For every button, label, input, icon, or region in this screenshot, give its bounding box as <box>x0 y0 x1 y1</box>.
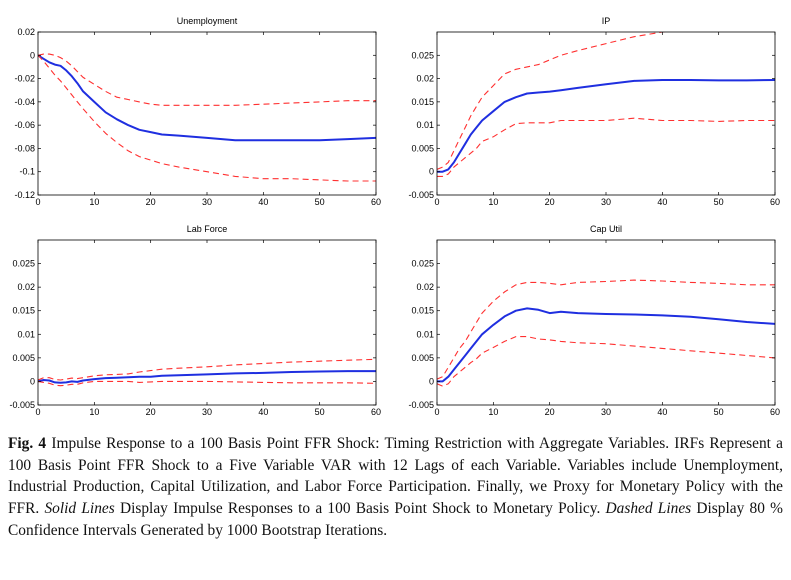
confidence-dashed-line <box>437 279 775 380</box>
x-tick-label: 10 <box>488 407 498 417</box>
x-tick-label: 50 <box>315 197 325 207</box>
x-tick-label: 10 <box>89 407 99 417</box>
figure: Unemployment 0 10 20 30 40 50 60 -0.12 -0.1 -0.08 -… <box>9 16 780 417</box>
x-tick-label: 50 <box>315 407 325 417</box>
confidence-dashed-line <box>38 358 376 381</box>
confidence-dashed-line <box>38 54 376 182</box>
y-tick-label: -0.005 <box>9 400 35 410</box>
y-tick-label: 0.005 <box>411 353 434 363</box>
y-tick-label: -0.08 <box>14 143 35 153</box>
x-tick-label: 20 <box>146 197 156 207</box>
x-tick-label: 20 <box>146 407 156 417</box>
y-tick-label: -0.06 <box>14 120 35 130</box>
x-tick-label: 20 <box>545 407 555 417</box>
irf-solid-line <box>38 54 376 142</box>
y-tick-label: -0.005 <box>408 190 434 200</box>
confidence-dashed-line <box>437 117 775 177</box>
x-tick-label: 60 <box>371 407 381 417</box>
y-tick-label: 0.015 <box>12 306 35 316</box>
panel-unemployment: Unemployment 0 10 20 30 40 50 60 -0.12 -0.1 -0.08 -… <box>14 16 381 207</box>
y-tick-label: 0.02 <box>416 282 434 292</box>
caption-solid-lines: Solid Lines <box>44 500 115 518</box>
y-tick-label: 0.01 <box>416 120 434 130</box>
y-tick-label: -0.04 <box>14 97 35 107</box>
irf-solid-line <box>38 370 376 384</box>
panel-title: Cap Util <box>590 224 622 234</box>
panel-ip: IP0 10 20 30 40 50 60-0.00500.0050.010.0150.02… <box>408 16 780 207</box>
irf-solid-line <box>437 307 775 383</box>
y-tick-label: -0.02 <box>14 74 35 84</box>
y-tick-label: 0.005 <box>12 353 35 363</box>
x-tick-label: 40 <box>258 197 268 207</box>
confidence-dashed-line <box>38 53 376 106</box>
figure-caption: Fig. 4 Impulse Response to a 100 Basis P… <box>8 433 783 542</box>
x-tick-label: 10 <box>89 197 99 207</box>
y-tick-label: 0.025 <box>12 259 35 269</box>
panel-title: IP <box>602 16 611 26</box>
x-tick-label: 40 <box>657 197 667 207</box>
x-tick-label: 0 <box>434 197 439 207</box>
x-tick-label: 40 <box>258 407 268 417</box>
y-tick-label: 0 <box>30 376 35 386</box>
plot-frame <box>436 31 776 196</box>
x-tick-label: 30 <box>601 407 611 417</box>
panel-title: Unemployment <box>177 16 238 26</box>
plot-frame <box>37 31 377 196</box>
panel-title: Lab Force <box>187 224 228 234</box>
y-tick-label: 0.025 <box>411 259 434 269</box>
irf-solid-line <box>437 79 775 173</box>
x-tick-label: 20 <box>545 197 555 207</box>
confidence-dashed-line <box>437 32 670 170</box>
y-tick-label: 0.025 <box>411 50 434 60</box>
x-tick-label: 50 <box>714 197 724 207</box>
caption-text-3: Display 80 % Confidence Intervals Genera… <box>8 500 783 539</box>
x-tick-label: 50 <box>714 407 724 417</box>
x-tick-label: 10 <box>488 197 498 207</box>
y-tick-label: 0.02 <box>416 74 434 84</box>
y-tick-label: 0.02 <box>17 27 35 37</box>
y-tick-label: -0.005 <box>408 400 434 410</box>
y-tick-label: 0.02 <box>17 282 35 292</box>
x-tick-label: 30 <box>202 197 212 207</box>
confidence-dashed-line <box>437 336 775 387</box>
confidence-dashed-line <box>38 380 376 387</box>
caption-label: Fig. 4 <box>8 435 47 452</box>
x-tick-label: 0 <box>35 197 40 207</box>
y-tick-label: 0.005 <box>411 143 434 153</box>
plot-frame <box>436 239 776 406</box>
caption-dashed-lines: Dashed Lines <box>605 500 692 518</box>
y-tick-label: 0.01 <box>17 329 35 339</box>
y-tick-label: 0 <box>429 167 434 177</box>
x-tick-label: 0 <box>35 407 40 417</box>
y-tick-label: 0.015 <box>411 97 434 107</box>
y-tick-label: -0.12 <box>14 190 35 200</box>
caption-text-2: Display Impulse Responses to a 100 Basis… <box>114 500 606 518</box>
y-tick-label: 0.015 <box>411 306 434 316</box>
y-tick-label: 0.01 <box>416 329 434 339</box>
x-tick-label: 60 <box>770 197 780 207</box>
x-tick-label: 60 <box>770 407 780 417</box>
x-tick-label: 60 <box>371 197 381 207</box>
y-tick-label: 0 <box>429 376 434 386</box>
y-tick-label: -0.1 <box>19 167 35 177</box>
x-tick-label: 30 <box>601 197 611 207</box>
y-tick-label: 0 <box>30 50 35 60</box>
x-tick-label: 30 <box>202 407 212 417</box>
x-tick-label: 40 <box>657 407 667 417</box>
x-tick-label: 0 <box>434 407 439 417</box>
caption-text-1: Impulse Response to a 100 Basis Point FF… <box>8 435 784 518</box>
